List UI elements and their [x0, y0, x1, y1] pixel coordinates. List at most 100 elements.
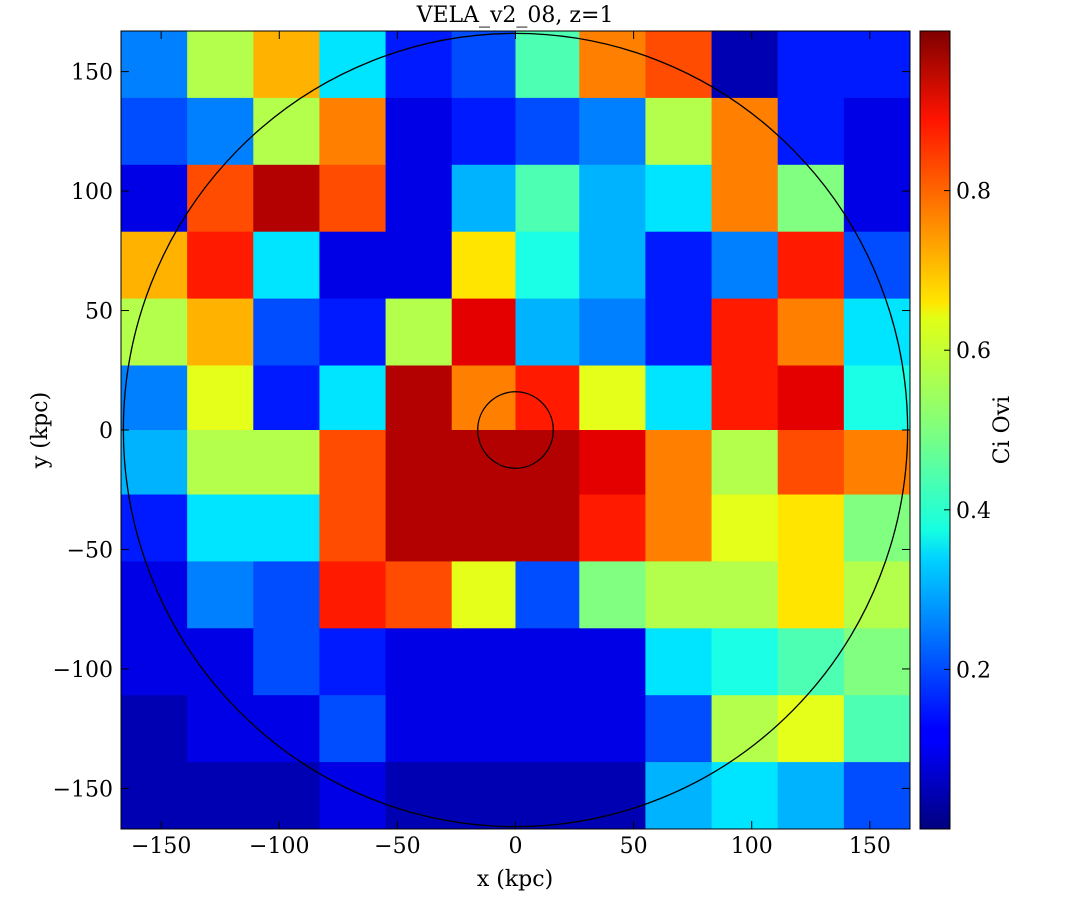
- heatmap-cell: [121, 695, 188, 763]
- heatmap-cell: [385, 494, 453, 562]
- heatmap-cell: [515, 561, 580, 629]
- heatmap-cell: [121, 365, 188, 431]
- x-tick-label: −50: [374, 834, 420, 859]
- heatmap-cell: [451, 298, 516, 366]
- heatmap-cell: [777, 298, 845, 366]
- heatmap-cell: [777, 695, 845, 763]
- heatmap-cell: [319, 494, 387, 562]
- heatmap-cell: [385, 164, 453, 233]
- heatmap-cell: [777, 365, 845, 431]
- heatmap-cell: [319, 430, 387, 496]
- heatmap-cell: [121, 97, 188, 166]
- heatmap-cell: [711, 628, 779, 696]
- heatmap-cell: [579, 494, 646, 562]
- heatmap-cell: [711, 231, 779, 300]
- heatmap-cell: [319, 231, 387, 300]
- heatmap-cell: [187, 365, 254, 431]
- heatmap-cell: [579, 298, 646, 366]
- colorbar-axis: 0.2 0.4 0.6 0.8: [944, 180, 991, 683]
- heatmap-cell: [187, 494, 254, 562]
- heatmap-cell: [579, 561, 646, 629]
- heatmap-cell: [515, 164, 580, 233]
- heatmap-cell: [253, 164, 320, 233]
- heatmap-cell: [777, 494, 845, 562]
- colorbar-tick-label: 0.4: [956, 499, 991, 524]
- heatmap-cell: [645, 97, 713, 166]
- heatmap-cell: [711, 298, 779, 366]
- heatmap-cell: [843, 298, 910, 366]
- chart-title: VELA_v2_08, z=1: [416, 3, 614, 28]
- colorbar-tick-label: 0.2: [956, 658, 991, 683]
- x-tick-label: −150: [131, 834, 191, 859]
- heatmap-cell: [121, 231, 188, 300]
- heatmap-cell: [579, 695, 646, 763]
- heatmap-cell: [451, 628, 516, 696]
- heatmap-cell: [645, 494, 713, 562]
- heatmap-cell: [253, 628, 320, 696]
- heatmap-cell: [645, 695, 713, 763]
- heatmap-cell: [187, 97, 254, 166]
- heatmap-cell: [515, 365, 580, 431]
- colorbar: [919, 30, 951, 830]
- heatmap-cell: [451, 231, 516, 300]
- heatmap-cell: [319, 365, 387, 431]
- heatmap-cell: [579, 430, 646, 496]
- heatmap-cell: [253, 430, 320, 496]
- heatmap-cell: [121, 561, 188, 629]
- heatmap-cell: [385, 298, 453, 366]
- heatmap-cell: [645, 31, 713, 99]
- heatmap-cell: [579, 762, 646, 829]
- heatmap-cell: [645, 365, 713, 431]
- heatmap-cell: [121, 762, 188, 829]
- heatmap-cell: [451, 561, 516, 629]
- heatmap-cell: [385, 97, 453, 166]
- x-axis-label: x (kpc): [477, 867, 553, 892]
- heatmap-cell: [121, 164, 188, 233]
- heatmap-cell: [579, 628, 646, 696]
- colorbar-tick-label: 0.6: [956, 339, 991, 364]
- heatmap-cell: [515, 628, 580, 696]
- heatmap-cell: [121, 31, 188, 99]
- heatmap-cell: [645, 164, 713, 233]
- heatmap-cell: [451, 97, 516, 166]
- heatmap: [121, 31, 910, 829]
- heatmap-cell: [711, 561, 779, 629]
- x-tick-label: 50: [620, 834, 648, 859]
- heatmap-cell: [777, 31, 845, 99]
- y-tick-label: −150: [53, 777, 113, 802]
- heatmap-cell: [319, 762, 387, 829]
- heatmap-cell: [121, 298, 188, 366]
- heatmap-cell: [843, 164, 910, 233]
- heatmap-cell: [645, 298, 713, 366]
- heatmap-cell: [253, 561, 320, 629]
- heatmap-cell: [579, 97, 646, 166]
- heatmap-cell: [319, 164, 387, 233]
- heatmap-cell: [515, 97, 580, 166]
- heatmap-cell: [451, 164, 516, 233]
- heatmap-cell: [451, 762, 516, 829]
- heatmap-cell: [187, 430, 254, 496]
- heatmap-cell: [579, 365, 646, 431]
- y-axis-label: y (kpc): [28, 392, 53, 469]
- heatmap-cell: [515, 494, 580, 562]
- heatmap-cell: [319, 628, 387, 696]
- heatmap-cell: [711, 31, 779, 99]
- heatmap-cell: [711, 762, 779, 829]
- heatmap-cell: [187, 231, 254, 300]
- heatmap-cell: [777, 97, 845, 166]
- heatmap-cell: [711, 430, 779, 496]
- heatmap-cell: [451, 31, 516, 99]
- heatmap-cell: [843, 231, 910, 300]
- heatmap-cell: [515, 430, 580, 496]
- heatmap-cell: [253, 365, 320, 431]
- heatmap-cell: [385, 365, 453, 431]
- heatmap-cell: [253, 97, 320, 166]
- y-axis: −150 −100 −50 0 50 100 150: [53, 61, 910, 802]
- heatmap-cell: [515, 762, 580, 829]
- heatmap-cell: [253, 298, 320, 366]
- heatmap-cell: [319, 31, 387, 99]
- y-tick-label: 0: [99, 419, 113, 444]
- x-tick-label: 150: [849, 834, 891, 859]
- heatmap-cell: [253, 231, 320, 300]
